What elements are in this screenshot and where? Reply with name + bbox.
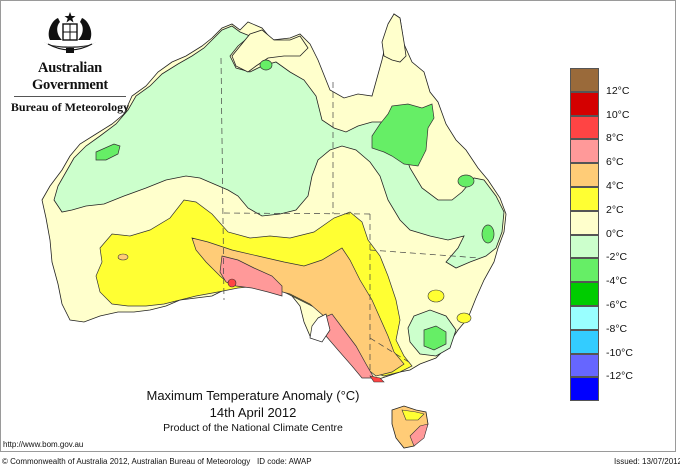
australia-anomaly-map: [41, 13, 507, 449]
region-minus4-qld: [371, 103, 435, 167]
region-2-to-4-nsw-b: [456, 312, 472, 324]
region-2-to-4-south: [95, 199, 413, 377]
id-code: ID code: AWAP: [257, 457, 312, 466]
legend-swatch: [570, 329, 599, 354]
legend-swatch: [570, 258, 599, 283]
legend-label: 2°C: [606, 204, 624, 216]
legend-swatch: [570, 68, 599, 92]
region-8-to-10-bight: [227, 278, 237, 288]
legend-swatch: [570, 210, 599, 235]
legend-label: -8°C: [606, 323, 628, 335]
legend-swatch: [570, 139, 599, 164]
legend-swatch: [570, 234, 599, 259]
region-minus4-pilbara: [95, 143, 121, 161]
legend-label: -4°C: [606, 275, 628, 287]
legend-swatch: [570, 282, 599, 306]
legend-label: -2°C: [606, 251, 628, 263]
map-product: Product of the National Climate Centre: [163, 422, 343, 434]
legend-label: -10°C: [606, 347, 633, 359]
copyright-text: © Commonwealth of Australia 2012, Austra…: [2, 457, 251, 466]
region-minus4-nt: [259, 59, 273, 71]
map-frame: [0, 0, 676, 452]
legend-swatch: [570, 353, 599, 378]
bom-logo: Australian Government Bureau of Meteorol…: [0, 10, 140, 115]
legend-label: -12°C: [606, 370, 633, 382]
region-6-to-8-tasmania: [409, 423, 429, 447]
state-borders: [220, 57, 481, 372]
coat-of-arms-icon: [44, 12, 96, 53]
government-label: Australian Government: [31, 60, 109, 93]
legend-swatch: [570, 163, 599, 187]
legend-swatch: [570, 187, 599, 211]
region-0-to-2-cape-york: [381, 13, 407, 63]
region-8-to-10-vic: [369, 375, 385, 383]
legend-label: 6°C: [606, 156, 624, 168]
region-6-to-8-south: [219, 255, 283, 297]
map-title: Maximum Temperature Anomaly (°C): [146, 388, 360, 403]
region-minus4-nsw: [423, 325, 447, 351]
region-2-to-4-nsw-a: [427, 289, 445, 303]
bom-url-link[interactable]: http://www.bom.gov.au: [3, 440, 84, 449]
region-2-to-4-tasmania: [401, 409, 425, 421]
legend-label: 12°C: [606, 85, 630, 97]
region-0-to-2-arnhem: [231, 29, 309, 73]
legend-label: 4°C: [606, 180, 624, 192]
region-4-to-6-wa: [117, 253, 129, 261]
map-date: 14th April 2012: [209, 405, 297, 420]
legend-swatch: [570, 91, 599, 116]
legend-label: 10°C: [606, 109, 630, 121]
spencer-gulf: [309, 313, 331, 343]
region-minus4-nsw-n: [481, 224, 495, 244]
issued-date: Issued: 13/07/2012: [614, 457, 680, 466]
legend-swatch: [570, 115, 599, 140]
legend-swatch: [570, 306, 599, 330]
logo-divider: [14, 96, 126, 97]
legend-label: 8°C: [606, 132, 624, 144]
region-minus2-to-0-north: [53, 25, 505, 269]
legend-label: 0°C: [606, 228, 624, 240]
legend-swatch: [570, 377, 599, 402]
region-minus4-qld-east: [457, 174, 475, 188]
bureau-label: Bureau of Meteorology: [10, 100, 130, 114]
legend-label: -6°C: [606, 299, 628, 311]
